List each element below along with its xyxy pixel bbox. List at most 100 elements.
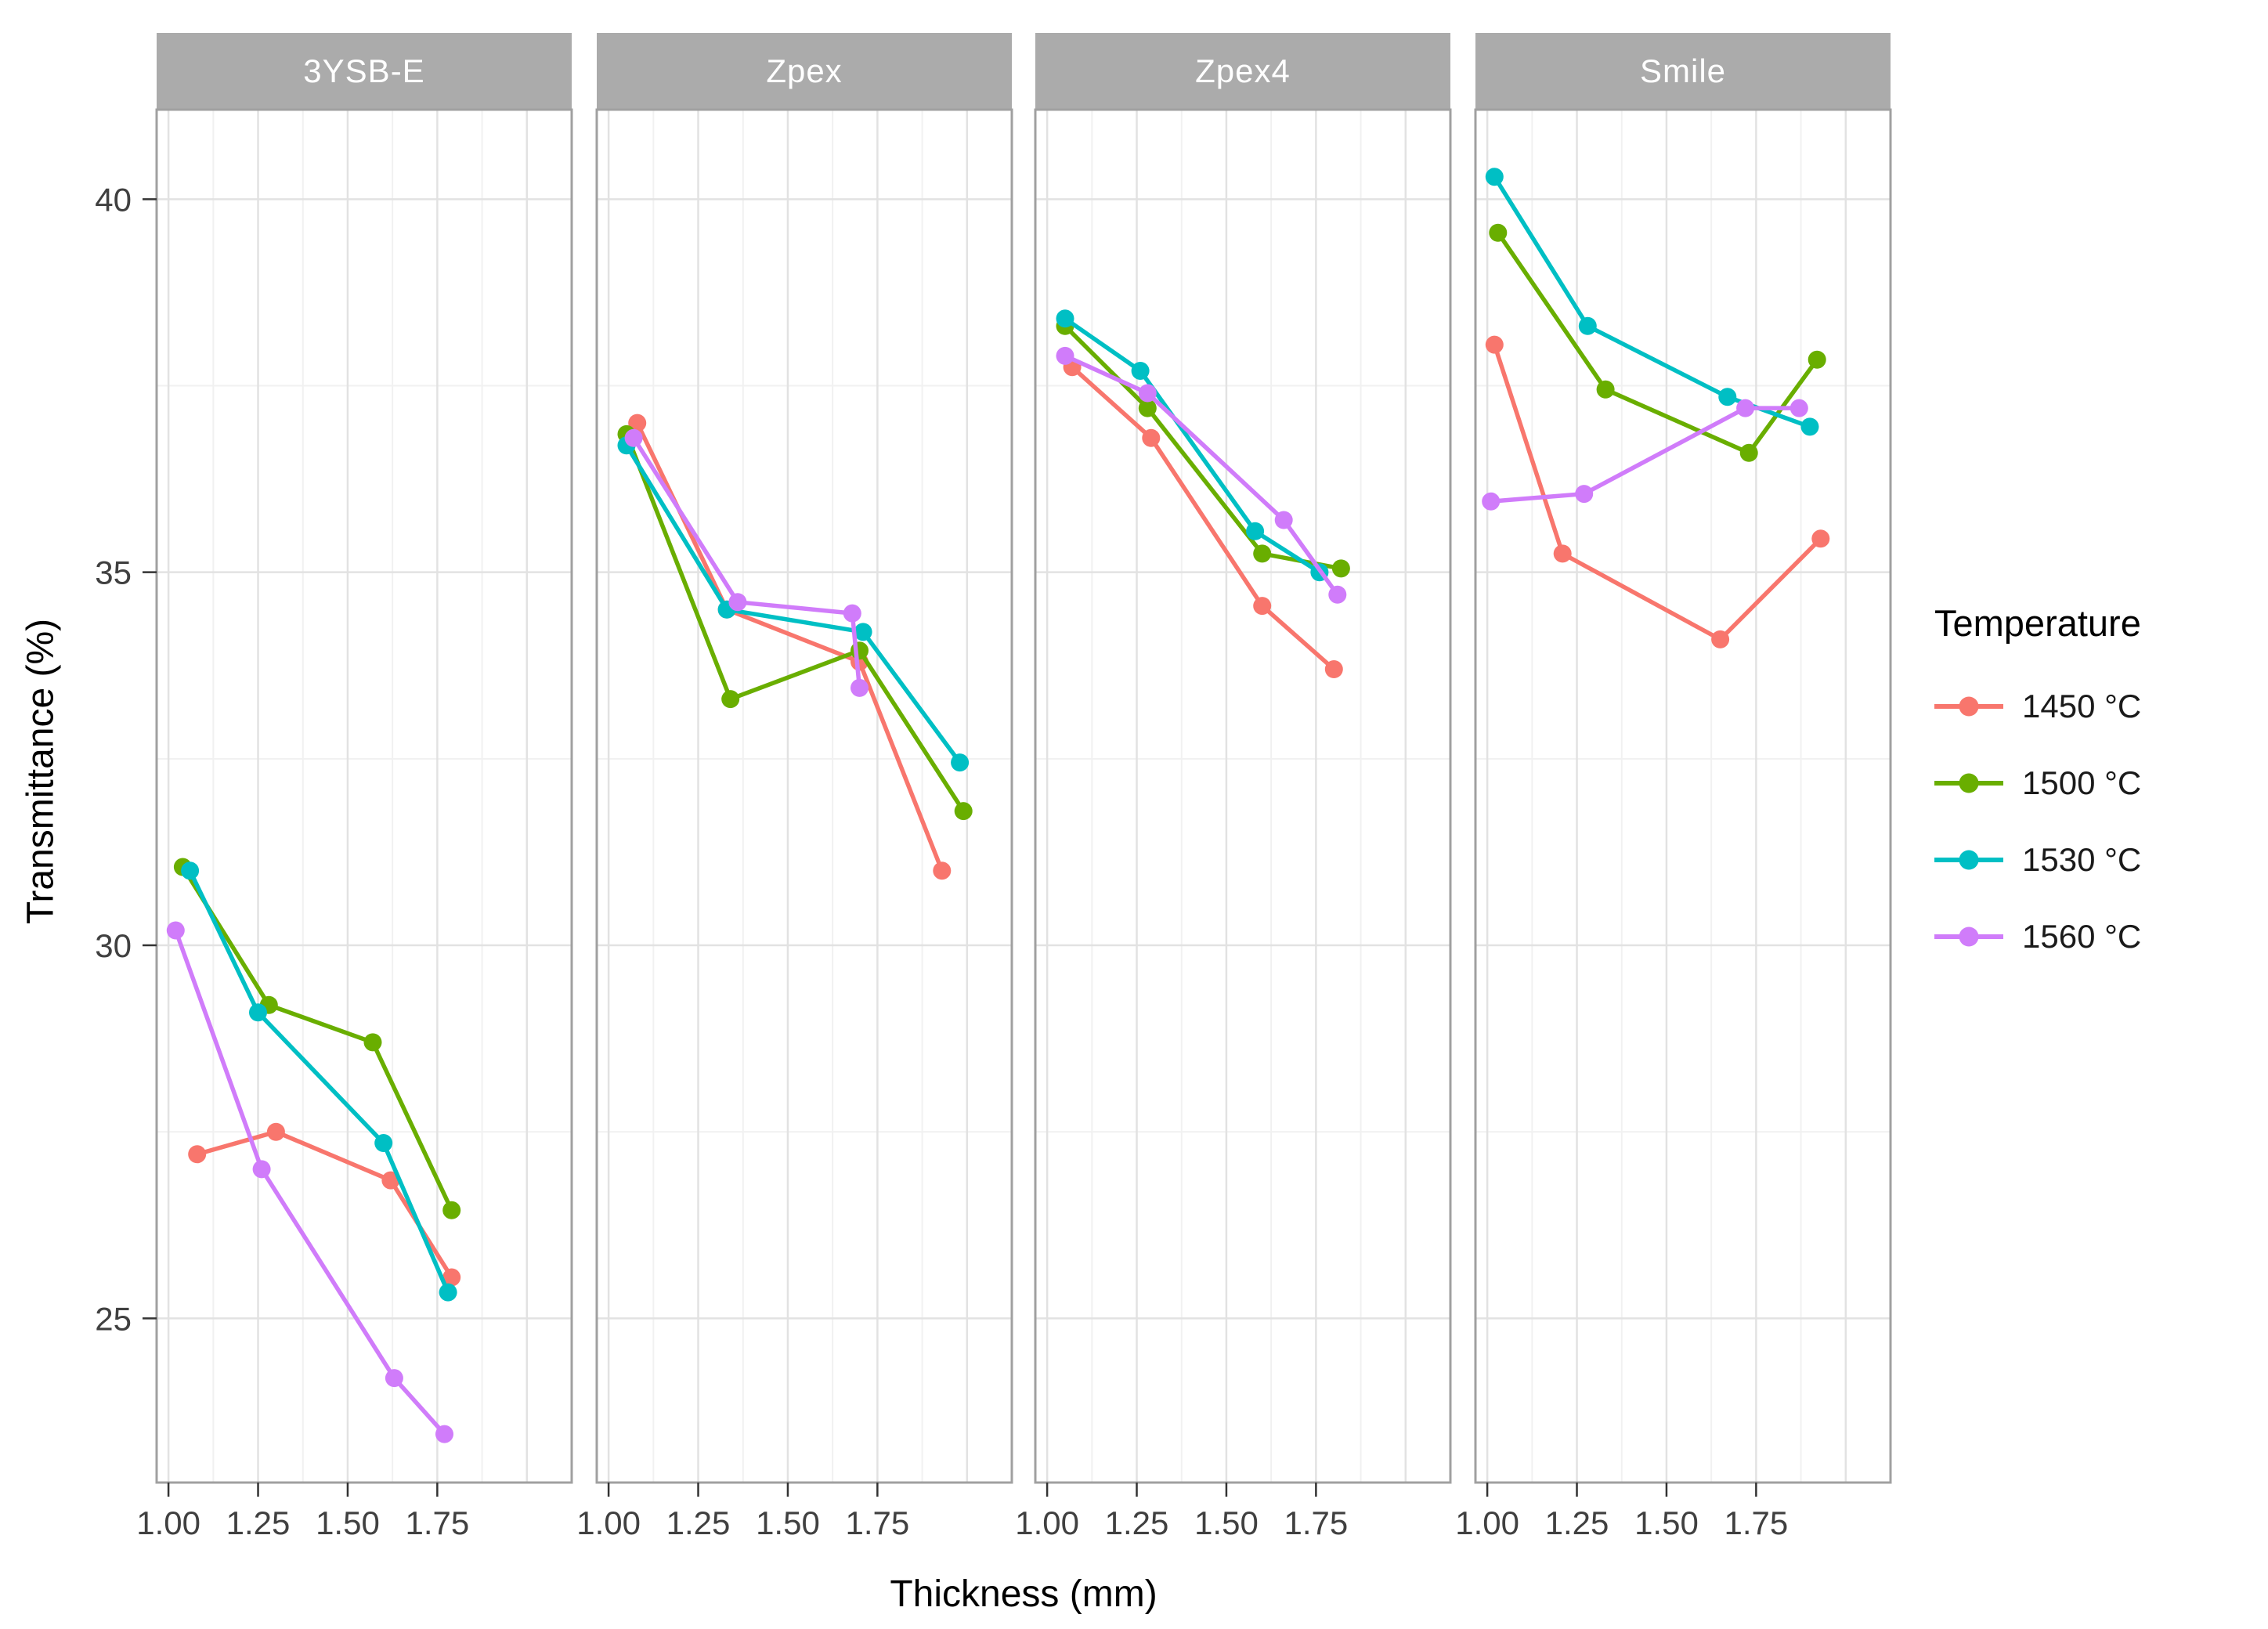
- data-point: [843, 604, 861, 623]
- legend-key-icon: [1934, 926, 2003, 947]
- y-tick-label: 25: [95, 1300, 132, 1337]
- data-point: [1711, 630, 1730, 648]
- data-point: [624, 428, 643, 447]
- legend: Temperature 1450 °C 1500 °C 1530 °C 1560 °C: [1933, 601, 2262, 975]
- data-point: [1811, 529, 1830, 548]
- panel-Zpex: 1.00 1.25 1.50 1.75: [576, 108, 1013, 1541]
- facet-strip-Zpex4: Zpex4: [1035, 33, 1450, 110]
- data-point: [1328, 585, 1347, 604]
- x-tick-label: 1.75: [1284, 1504, 1348, 1541]
- legend-entry-label: 1560 °C: [2022, 918, 2142, 955]
- panel-border: [1474, 108, 1892, 1484]
- x-tick-label: 1.00: [576, 1504, 641, 1541]
- data-point: [721, 690, 740, 709]
- data-point: [363, 1033, 382, 1052]
- data-point: [1485, 335, 1504, 354]
- data-point: [1800, 417, 1819, 436]
- data-point: [954, 802, 973, 821]
- y-tick-label: 40: [95, 181, 132, 218]
- x-tick-label: 1.25: [666, 1504, 731, 1541]
- data-point: [1578, 316, 1597, 335]
- legend-key-dot: [1959, 696, 1979, 717]
- data-point: [951, 753, 970, 772]
- data-point: [1274, 511, 1293, 529]
- data-point: [854, 623, 872, 641]
- x-tick-label: 1.25: [1545, 1504, 1609, 1541]
- legend-title: Temperature: [1934, 602, 2141, 644]
- panel-Smile: 1.00 1.25 1.50 1.75: [1455, 108, 1892, 1541]
- data-point: [1739, 443, 1758, 462]
- data-point: [1736, 399, 1755, 417]
- data-point: [1056, 346, 1074, 365]
- data-point: [266, 1122, 285, 1141]
- legend-entry-label: 1450 °C: [2022, 688, 2142, 724]
- data-point: [628, 414, 647, 432]
- legend-key-dot: [1959, 926, 1979, 947]
- data-point: [381, 1171, 400, 1190]
- panel-Zpex4: 1.00 1.25 1.50 1.75: [1015, 108, 1452, 1541]
- legend-entry: 1450 °C: [1933, 668, 2262, 745]
- x-tick-label: 1.50: [316, 1504, 380, 1541]
- x-tick-label: 1.50: [1634, 1504, 1699, 1541]
- data-point: [1596, 380, 1615, 399]
- data-point: [1482, 492, 1501, 511]
- legend-key-icon: [1934, 696, 2003, 717]
- data-point: [374, 1134, 393, 1152]
- panel-border: [1034, 108, 1452, 1484]
- legend-entry-label: 1500 °C: [2022, 764, 2142, 801]
- data-point: [1138, 399, 1157, 417]
- data-point: [385, 1369, 403, 1388]
- series-line-1560 °C: [631, 435, 862, 691]
- data-point: [181, 861, 200, 880]
- series-line-1560 °C: [1488, 406, 1802, 504]
- data-point: [249, 1003, 267, 1022]
- legend-entry-label: 1530 °C: [2022, 841, 2142, 878]
- x-tick-label: 1.25: [226, 1504, 291, 1541]
- panel-border: [155, 108, 573, 1484]
- data-point: [166, 921, 185, 940]
- data-point: [1253, 544, 1272, 563]
- series-line-1450 °C: [1492, 342, 1823, 642]
- legend-key-icon: [1934, 773, 2003, 793]
- series-line-1500 °C: [1496, 230, 1819, 456]
- data-point: [188, 1145, 207, 1164]
- data-point: [1485, 168, 1504, 186]
- x-tick-label: 1.25: [1105, 1504, 1169, 1541]
- y-tick-label: 30: [95, 927, 132, 964]
- data-point: [1246, 522, 1265, 540]
- legend-entry: 1500 °C: [1933, 745, 2262, 822]
- x-tick-label: 1.50: [756, 1504, 820, 1541]
- data-point: [1056, 309, 1074, 328]
- x-tick-label: 1.00: [1455, 1504, 1519, 1541]
- panel-3YSB-E: 1.00 1.25 1.50 1.75 25 30 35 40: [95, 108, 573, 1541]
- legend-key-icon: [1934, 850, 2003, 870]
- series-line-1530 °C: [1063, 316, 1322, 575]
- data-point: [435, 1425, 453, 1443]
- x-tick-label: 1.50: [1194, 1504, 1259, 1541]
- x-tick-label: 1.75: [1724, 1504, 1788, 1541]
- x-tick-label: 1.75: [845, 1504, 909, 1541]
- legend-entries: 1450 °C 1500 °C 1530 °C 1560 °C: [1933, 668, 2262, 975]
- data-point: [1324, 660, 1343, 678]
- data-point: [1575, 485, 1594, 504]
- y-tick-label: 35: [95, 554, 132, 591]
- x-axis-title: Thickness (mm): [890, 1573, 1157, 1615]
- data-point: [439, 1283, 457, 1302]
- series-line-1530 °C: [624, 442, 962, 765]
- series-line-1530 °C: [187, 869, 450, 1295]
- data-point: [1253, 597, 1272, 616]
- data-point: [1138, 384, 1157, 403]
- series-line-1560 °C: [173, 928, 447, 1436]
- data-point: [1808, 350, 1826, 369]
- data-point: [1789, 399, 1808, 417]
- legend-key-dot: [1959, 850, 1979, 870]
- data-point: [1718, 388, 1737, 406]
- data-point: [442, 1268, 461, 1287]
- x-tick-label: 1.75: [405, 1504, 469, 1541]
- panel-border: [595, 108, 1013, 1484]
- legend-entry: 1560 °C: [1933, 898, 2262, 975]
- series-line-1530 °C: [1492, 174, 1812, 429]
- x-tick-label: 1.00: [136, 1504, 200, 1541]
- data-point: [1142, 428, 1161, 447]
